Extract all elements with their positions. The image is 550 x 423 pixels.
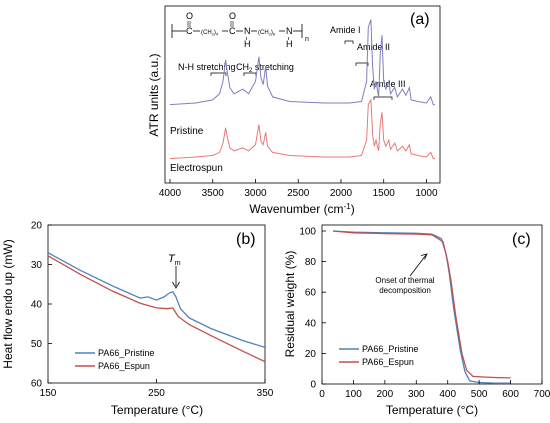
x-tick-label-b: 250 bbox=[148, 388, 165, 399]
x-tick-label-a: 2000 bbox=[330, 188, 353, 199]
chemical-structure: C O (CH2)4 C O N H (CH2)6 N H n bbox=[171, 11, 309, 49]
panel-a: C O (CH2)4 C O N H (CH2)6 N H n bbox=[147, 5, 441, 216]
onset-label-line1: Onset of thermal bbox=[375, 276, 434, 285]
structure-c1: C bbox=[186, 26, 193, 36]
y-tick-label-b: 30 bbox=[31, 260, 43, 271]
panel-c-frame bbox=[321, 224, 543, 385]
ch2-stretching-label: CH2 stretching bbox=[236, 62, 294, 74]
x-ticks-a: 4000 3500 3000 2500 2000 1500 1000 bbox=[159, 179, 438, 199]
x-tick-label-c: 200 bbox=[377, 389, 394, 400]
x-tick-label-c: 700 bbox=[534, 389, 550, 400]
y-tick-label-c: 20 bbox=[305, 349, 317, 360]
onset-arrow-head bbox=[420, 253, 428, 260]
x-axis-label-c: Temperature (°C) bbox=[386, 403, 478, 417]
legend-c-pristine: PA66_Pristine bbox=[362, 344, 418, 354]
y-tick-label-b: 40 bbox=[31, 300, 43, 311]
x-tick-label-c: 400 bbox=[439, 389, 456, 400]
series-b bbox=[47, 252, 266, 363]
legend-b-pristine: PA66_Pristine bbox=[98, 348, 154, 358]
c-series-espun bbox=[332, 230, 511, 379]
y-axis-label-c: Residual weight (%) bbox=[283, 251, 297, 358]
x-tick-label-a: 1000 bbox=[415, 188, 438, 199]
x-tick-label-c: 100 bbox=[345, 389, 362, 400]
y-tick-label-b: 20 bbox=[31, 221, 43, 232]
x-tick-label-b: 150 bbox=[40, 388, 57, 399]
panel-c-label: (c) bbox=[512, 231, 531, 248]
y-tick-label-b: 60 bbox=[31, 379, 43, 390]
amide2-label: Amide II bbox=[357, 42, 390, 52]
pristine-label: Pristine bbox=[170, 126, 204, 137]
ticks-c: 0 100 200 300 400 500 600 700 0 20 40 60 80 100 bbox=[299, 227, 550, 401]
y-tick-label-c: 80 bbox=[305, 257, 317, 268]
b-series-pristine bbox=[47, 252, 266, 349]
tm-label: Tm bbox=[168, 253, 181, 267]
panel-c: 0 100 200 300 400 500 600 700 0 20 40 60 80 100 Onset… bbox=[283, 224, 550, 417]
y-axis-label-b: Heat flow endo up (mW) bbox=[1, 239, 15, 368]
panel-b-frame bbox=[47, 224, 266, 384]
y-tick-label-b: 50 bbox=[31, 339, 43, 350]
series-a-electrospun bbox=[169, 98, 435, 160]
structure-c2: C bbox=[229, 26, 236, 36]
x-tick-label-a: 4000 bbox=[159, 188, 182, 199]
y-tick-label-c: 0 bbox=[310, 380, 316, 391]
structure-ch2-4: (CH2)4 bbox=[201, 30, 219, 37]
amide2-bracket bbox=[355, 62, 369, 66]
ticks-b: 150 250 350 20 30 40 50 60 bbox=[31, 221, 274, 400]
x-tick-label-c: 0 bbox=[319, 389, 325, 400]
structure-o2: O bbox=[229, 11, 236, 21]
y-tick-label-c: 40 bbox=[305, 318, 317, 329]
structure-n-subscript: n bbox=[305, 36, 309, 43]
series-c bbox=[332, 230, 511, 384]
nh-bracket bbox=[210, 72, 227, 76]
legend-b-espun: PA66_Espun bbox=[98, 361, 150, 371]
x-axis-label-a: Wavenumber (cm-1) bbox=[249, 202, 354, 216]
x-tick-label-c: 300 bbox=[408, 389, 425, 400]
structure-h2: H bbox=[286, 39, 293, 49]
structure-h1: H bbox=[244, 39, 251, 49]
legend-b: PA66_Pristine PA66_Espun bbox=[75, 348, 154, 371]
amide1-bracket bbox=[344, 40, 354, 44]
amide1-label: Amide I bbox=[330, 25, 361, 35]
tm-arrow-head bbox=[172, 281, 180, 289]
structure-n1: N bbox=[244, 26, 251, 36]
series-a bbox=[169, 19, 435, 160]
b-series-espun bbox=[47, 255, 266, 363]
amide3-bracket bbox=[373, 96, 393, 100]
onset-arrow-line bbox=[409, 254, 427, 277]
panel-b: 150 250 350 20 30 40 50 60 Tm (b) PA66_Pristine… bbox=[1, 221, 274, 418]
structure-o1: O bbox=[186, 11, 193, 21]
electrospun-label: Electrospun bbox=[170, 163, 223, 174]
panel-a-label: (a) bbox=[410, 11, 430, 28]
x-axis-label-b: Temperature (°C) bbox=[111, 403, 203, 417]
legend-c-espun: PA66_Espun bbox=[362, 357, 414, 367]
nh-stretching-label: N-H stretching bbox=[178, 62, 236, 72]
x-tick-label-a: 1500 bbox=[373, 188, 396, 199]
series-a-pristine bbox=[169, 19, 435, 106]
x-tick-label-b: 350 bbox=[257, 388, 274, 399]
structure-ch2-6: (CH2)6 bbox=[258, 30, 276, 37]
legend-c: PA66_Pristine PA66_Espun bbox=[339, 344, 418, 367]
x-tick-label-a: 2500 bbox=[287, 188, 310, 199]
x-tick-label-c: 500 bbox=[471, 389, 488, 400]
onset-label-line2: decomposition bbox=[379, 286, 431, 295]
y-tick-label-c: 100 bbox=[299, 227, 316, 238]
structure-n2: N bbox=[286, 26, 293, 36]
x-tick-label-a: 3500 bbox=[202, 188, 225, 199]
y-tick-label-c: 60 bbox=[305, 288, 317, 299]
panel-a-frame bbox=[164, 5, 441, 184]
x-tick-label-c: 600 bbox=[502, 389, 519, 400]
x-tick-label-a: 3000 bbox=[244, 188, 267, 199]
panel-b-label: (b) bbox=[236, 231, 256, 248]
y-axis-label-a: ATR units (a.u.) bbox=[147, 53, 161, 136]
